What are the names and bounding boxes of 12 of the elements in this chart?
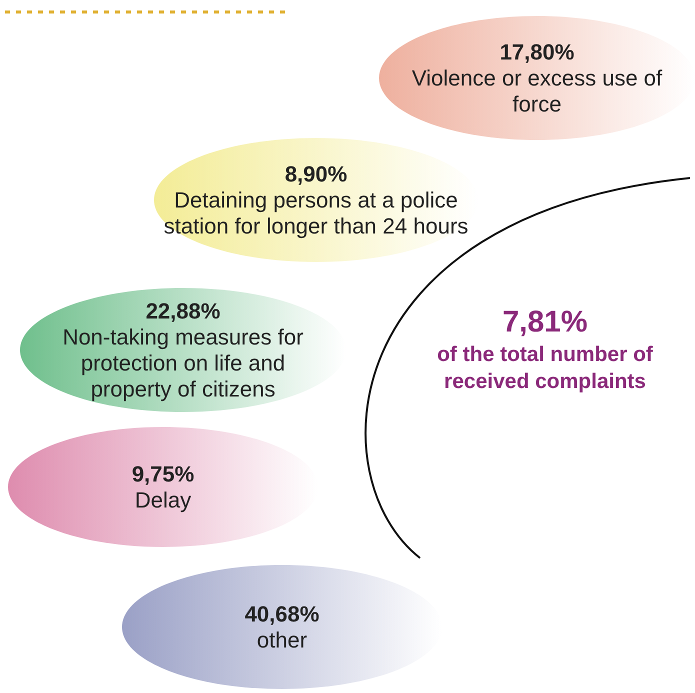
category-label: Violence or excess use of force: [412, 66, 664, 116]
text: of the total number of received complaints: [437, 343, 654, 393]
text: 7,81%: [502, 306, 588, 338]
category-label: Delay: [134, 488, 192, 512]
category-label: Detaining persons at a police station for longer than 24 hours: [164, 188, 468, 238]
data-label: 8,90%: [284, 162, 348, 186]
data-label: 9,75%: [132, 462, 194, 486]
data-label: 17,80%: [500, 40, 574, 64]
category-label: Non-taking measures for protection on life and property of citizens: [62, 324, 304, 402]
category-label: other: [256, 628, 308, 652]
data-label: 22,88%: [146, 298, 220, 324]
data-label: 40,68%: [244, 602, 320, 626]
